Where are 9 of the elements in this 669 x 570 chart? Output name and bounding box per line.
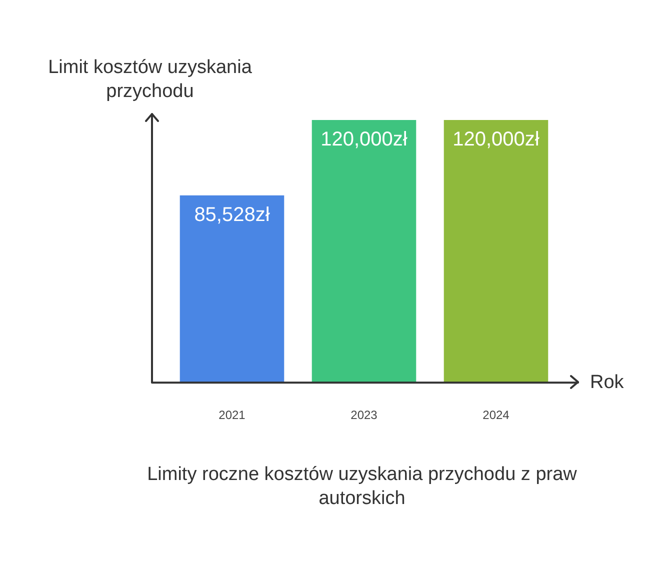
x-tick-label: 2023 xyxy=(350,408,378,422)
text: Limity roczne kosztów uzyskania przychodu z praw autorskich xyxy=(147,463,577,511)
y-axis-title: Limit kosztów uzyskania przychodu xyxy=(47,56,253,104)
x-tick-label: 2021 xyxy=(218,408,246,422)
x-tick-label: 2024 xyxy=(482,408,510,422)
data-label: 85,528zł xyxy=(194,204,270,226)
data-label: 120,000zł xyxy=(452,128,540,151)
data-label: 120,000zł xyxy=(320,128,408,151)
x-axis-title: Rok xyxy=(590,372,624,394)
